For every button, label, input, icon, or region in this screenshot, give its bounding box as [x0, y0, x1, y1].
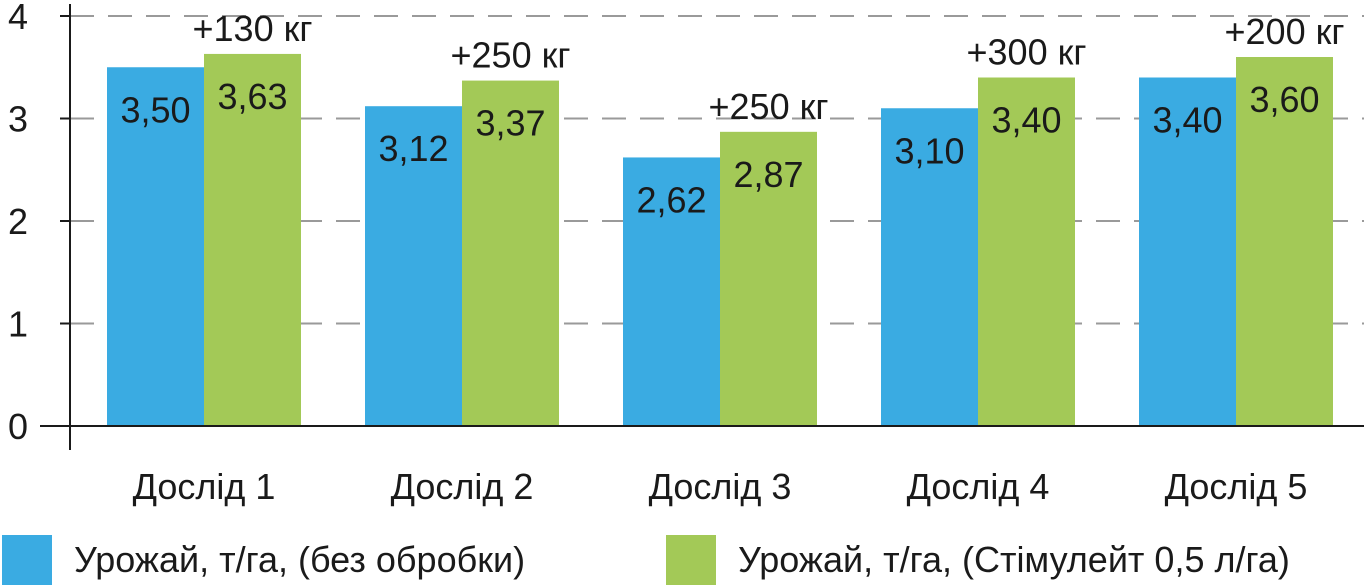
- difference-annotation: +250 кг: [451, 35, 571, 76]
- data-label: 3,12: [378, 128, 448, 169]
- data-label: 3,63: [217, 76, 287, 117]
- difference-annotation: +200 кг: [1225, 11, 1345, 52]
- data-label: 3,10: [894, 130, 964, 171]
- legend-item-stimulate: Урожай, т/га, (Стімулейт 0,5 л/га): [666, 534, 1290, 586]
- x-tick-label: Дослід 4: [907, 466, 1050, 507]
- data-label: 3,40: [991, 100, 1061, 141]
- bar: [204, 53, 301, 427]
- legend-label-untreated: Урожай, т/га, (без обробки): [74, 539, 526, 580]
- y-tick-label: 1: [8, 304, 28, 345]
- bar: [720, 131, 817, 426]
- bar: [623, 157, 720, 426]
- data-label: 3,37: [475, 103, 545, 144]
- data-label: 3,40: [1152, 100, 1222, 141]
- bar: [462, 80, 559, 426]
- bar: [1139, 77, 1236, 426]
- legend-swatch-stimulate: [666, 535, 716, 585]
- difference-annotation: +130 кг: [193, 8, 313, 49]
- x-tick-label: Дослід 5: [1165, 466, 1308, 507]
- data-label: 2,87: [733, 154, 803, 195]
- x-tick-label: Дослід 2: [391, 466, 534, 507]
- difference-annotation: +300 кг: [967, 32, 1087, 73]
- legend-swatch-untreated: [2, 535, 52, 585]
- bar: [1236, 57, 1333, 426]
- bar: [978, 77, 1075, 426]
- data-label: 3,50: [120, 89, 190, 130]
- y-tick-label: 2: [8, 201, 28, 242]
- bar: [881, 108, 978, 426]
- legend-label-stimulate: Урожай, т/га, (Стімулейт 0,5 л/га): [738, 539, 1290, 580]
- legend: Урожай, т/га, (без обробки) Урожай, т/га…: [0, 534, 1364, 586]
- x-tick-label: Дослід 3: [649, 466, 792, 507]
- bar: [107, 67, 204, 426]
- x-tick-label: Дослід 1: [133, 466, 276, 507]
- difference-annotation: +250 кг: [709, 86, 829, 127]
- bar: [365, 106, 462, 426]
- bar-chart: 0 1 2 3 4 3,50 3,63 +130 кг Дослід 1 3,12 3,37 +250…: [8, 0, 1364, 507]
- data-label: 2,62: [636, 179, 706, 220]
- data-label: 3,60: [1249, 79, 1319, 120]
- legend-item-untreated: Урожай, т/га, (без обробки): [2, 534, 525, 586]
- y-tick-label: 0: [8, 406, 28, 447]
- y-tick-label: 3: [8, 99, 28, 140]
- y-tick-label: 4: [8, 0, 28, 37]
